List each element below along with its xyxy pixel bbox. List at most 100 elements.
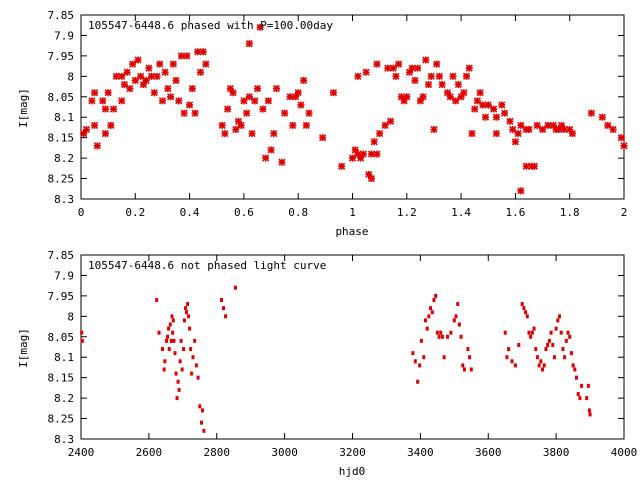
data-point <box>580 383 584 388</box>
data-point <box>525 314 529 319</box>
data-point <box>354 72 362 80</box>
data-point <box>162 367 166 372</box>
data-point <box>118 97 126 105</box>
data-point <box>289 121 297 129</box>
data-point <box>576 392 580 397</box>
data-point <box>183 318 187 323</box>
data-point <box>199 420 203 425</box>
x-axis: 2400 2600 2800 3000 3200 3400 3600 3800 4000 <box>68 255 637 459</box>
data-point <box>243 109 251 117</box>
data-point <box>604 121 612 129</box>
data-point <box>432 297 436 302</box>
y-tick-label: 7.85 <box>48 249 75 262</box>
data-point <box>468 130 476 138</box>
data-point <box>172 338 176 343</box>
data-point <box>166 334 170 339</box>
data-point <box>82 125 90 134</box>
data-point <box>253 85 262 93</box>
data-point <box>359 150 367 158</box>
x-tick-label: 1.8 <box>560 206 580 219</box>
data-point <box>120 80 129 89</box>
data-point <box>395 60 403 68</box>
x-axis-label: hjd0 <box>339 465 366 478</box>
y-tick-label: 8 <box>67 70 74 83</box>
data-point <box>529 334 533 339</box>
x-tick-label: 1.6 <box>505 206 525 219</box>
data-point <box>196 375 200 380</box>
data-point <box>123 68 131 76</box>
data-point <box>422 56 430 64</box>
data-point <box>462 367 466 372</box>
data-point <box>439 330 443 335</box>
data-point <box>291 93 300 101</box>
data-point <box>118 72 126 80</box>
data-point <box>457 322 461 327</box>
x-tick-label: 3000 <box>271 446 298 459</box>
data-point <box>411 76 419 84</box>
data-point <box>547 338 551 343</box>
data-point <box>561 347 565 352</box>
x-tick-label: 0.2 <box>125 206 145 219</box>
data-point <box>520 302 524 307</box>
data-point <box>440 334 444 339</box>
data-point <box>471 105 479 113</box>
x-tick-label: 0 <box>78 206 85 219</box>
data-point <box>137 72 145 80</box>
data-point <box>585 396 589 401</box>
data-point <box>167 93 175 101</box>
data-point <box>178 359 182 364</box>
data-point <box>131 76 139 84</box>
data-point <box>588 412 592 417</box>
data-point <box>381 121 389 129</box>
data-point <box>175 396 179 401</box>
y-axis: 7.85 7.9 7.95 8 8.05 8.1 8.15 8.2 8.25 8.3 <box>48 9 624 206</box>
data-point <box>389 64 397 72</box>
data-point <box>107 121 115 129</box>
data-point <box>281 109 289 117</box>
data-point <box>434 293 438 298</box>
data-point <box>171 318 175 323</box>
data-point <box>530 162 538 170</box>
data-point <box>297 101 305 109</box>
data-point <box>185 310 189 315</box>
data-point <box>80 130 88 138</box>
data-point <box>468 355 472 360</box>
data-point <box>559 330 563 335</box>
x-axis-label: phase <box>335 225 368 238</box>
y-tick-label: 8.05 <box>48 331 75 344</box>
data-point <box>556 318 560 323</box>
data-point <box>517 342 521 347</box>
data-point <box>527 330 531 335</box>
data-point <box>365 170 373 179</box>
data-point <box>357 154 365 162</box>
data-point <box>305 109 313 117</box>
data-point <box>80 330 84 335</box>
data-point <box>101 105 110 113</box>
data-point <box>558 314 562 319</box>
data-point <box>362 68 370 76</box>
data-point <box>112 72 120 80</box>
data-point <box>165 338 169 343</box>
data-point <box>188 326 192 331</box>
phased-light-curve-chart: 7.85 7.9 7.95 8 8.05 8.1 8.15 8.2 8.25 8.3 0 0.2 0.… <box>17 9 628 238</box>
data-point <box>437 334 441 339</box>
data-point <box>190 371 194 376</box>
x-tick-label: 3200 <box>339 446 366 459</box>
data-point <box>164 85 172 93</box>
y-tick-label: 8.15 <box>48 132 75 145</box>
data-point <box>522 306 526 311</box>
data-point <box>199 48 207 56</box>
data-point <box>549 121 557 129</box>
y-tick-label: 8.2 <box>54 152 74 165</box>
data-point <box>93 142 101 150</box>
data-point <box>403 93 411 101</box>
data-point <box>574 375 578 380</box>
chart-title: 105547-6448.6 not phased light curve <box>88 259 326 272</box>
data-point <box>551 342 555 347</box>
x-tick-label: 1 <box>349 206 356 219</box>
data-point <box>405 68 414 76</box>
data-point <box>435 72 443 80</box>
data-point <box>218 121 226 129</box>
